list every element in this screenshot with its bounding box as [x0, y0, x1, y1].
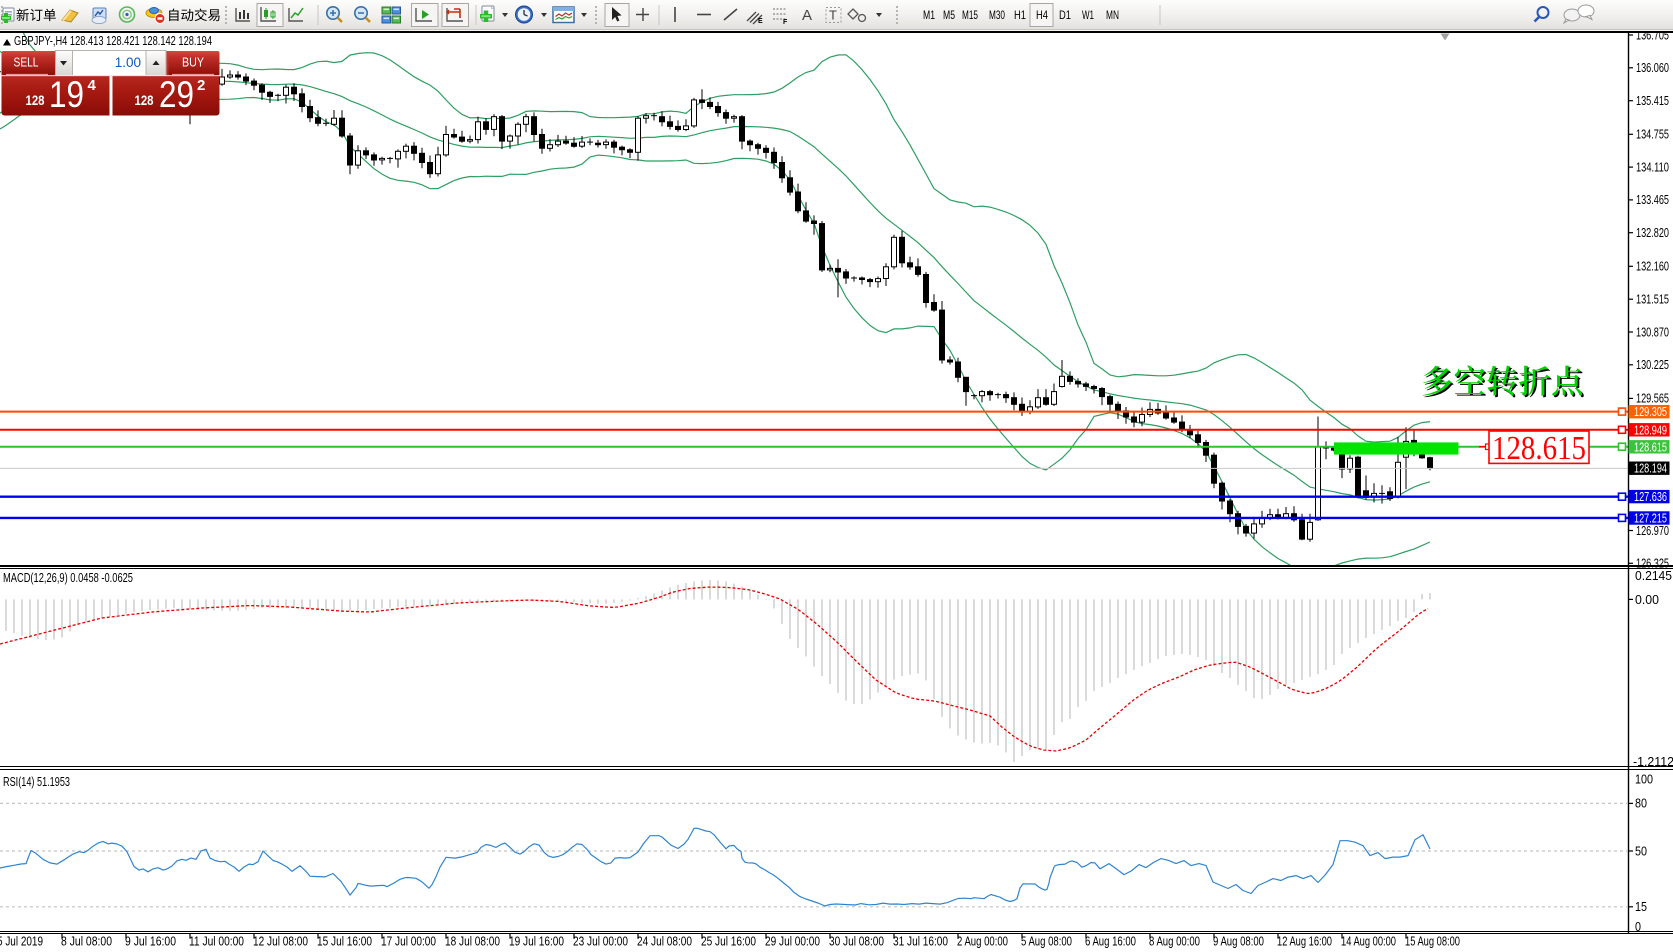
svg-text:W1: W1: [1082, 8, 1094, 22]
svg-text:4: 4: [88, 77, 97, 94]
svg-text:A: A: [802, 7, 812, 24]
svg-text:GBPJPY-,H4 128.413 128.421 12: GBPJPY-,H4 128.413 128.421 128.142 128.1…: [14, 34, 212, 48]
svg-text:2 Aug 00:00: 2 Aug 00:00: [957, 935, 1008, 949]
svg-text:0: 0: [1635, 920, 1641, 934]
svg-text:BUY: BUY: [182, 55, 204, 70]
svg-text:12 Jul 08:00: 12 Jul 08:00: [253, 935, 308, 949]
svg-text:8 Aug 00:00: 8 Aug 00:00: [1149, 935, 1200, 949]
svg-text:29: 29: [159, 74, 194, 115]
svg-text:17 Jul 00:00: 17 Jul 00:00: [381, 935, 436, 949]
svg-text:RSI(14) 51.1953: RSI(14) 51.1953: [3, 775, 70, 789]
svg-text:80: 80: [1635, 797, 1647, 811]
svg-text:126.325: 126.325: [1636, 557, 1669, 571]
svg-text:129.565: 129.565: [1636, 392, 1669, 406]
svg-text:129.305: 129.305: [1634, 405, 1667, 419]
svg-text:128: 128: [135, 93, 154, 108]
svg-text:23 Jul 00:00: 23 Jul 00:00: [573, 935, 628, 949]
svg-text:128: 128: [26, 93, 45, 108]
svg-text:128.615: 128.615: [1634, 440, 1667, 454]
svg-text:E: E: [758, 18, 763, 25]
svg-text:134.755: 134.755: [1636, 128, 1669, 142]
svg-text:132.820: 132.820: [1636, 226, 1669, 240]
svg-text:F: F: [783, 19, 788, 26]
svg-text:128.949: 128.949: [1634, 423, 1667, 437]
svg-text:15 Jul 16:00: 15 Jul 16:00: [317, 935, 372, 949]
svg-text:0.00: 0.00: [1635, 593, 1659, 607]
svg-text:D1: D1: [1059, 8, 1071, 22]
svg-text:9 Aug 08:00: 9 Aug 08:00: [1213, 935, 1264, 949]
svg-text:25 Jul 16:00: 25 Jul 16:00: [701, 935, 756, 949]
svg-text:2: 2: [197, 77, 205, 94]
svg-text:131.515: 131.515: [1636, 293, 1669, 307]
svg-text:12 Aug 16:00: 12 Aug 16:00: [1277, 935, 1332, 949]
svg-text:127.215: 127.215: [1634, 512, 1667, 526]
svg-text:MACD(12,26,9) 0.0458 -0.0625: MACD(12,26,9) 0.0458 -0.0625: [3, 571, 133, 585]
svg-text:136.705: 136.705: [1636, 28, 1669, 42]
svg-text:T: T: [829, 8, 837, 23]
svg-text:-1.2112: -1.2112: [1633, 755, 1673, 769]
svg-text:1.00: 1.00: [115, 55, 141, 70]
svg-text:M30: M30: [989, 8, 1005, 22]
svg-text:130.225: 130.225: [1636, 358, 1669, 372]
svg-text:50: 50: [1635, 844, 1647, 858]
svg-text:15 Aug 08:00: 15 Aug 08:00: [1405, 935, 1460, 949]
svg-text:31 Jul 16:00: 31 Jul 16:00: [893, 935, 948, 949]
svg-text:133.465: 133.465: [1636, 193, 1669, 207]
svg-text:18 Jul 08:00: 18 Jul 08:00: [445, 935, 500, 949]
svg-text:135.415: 135.415: [1636, 94, 1669, 108]
svg-text:0.2145: 0.2145: [1635, 569, 1672, 583]
svg-text:29 Jul 00:00: 29 Jul 00:00: [765, 935, 820, 949]
svg-text:127.636: 127.636: [1634, 490, 1667, 504]
svg-text:SELL: SELL: [14, 55, 39, 70]
svg-text:136.060: 136.060: [1636, 61, 1669, 75]
svg-text:100: 100: [1635, 772, 1653, 786]
svg-text:15: 15: [1635, 900, 1647, 914]
svg-text:14 Aug 00:00: 14 Aug 00:00: [1341, 935, 1396, 949]
svg-text:M15: M15: [962, 8, 978, 22]
svg-text:128.194: 128.194: [1634, 462, 1667, 476]
svg-text:30 Jul 08:00: 30 Jul 08:00: [829, 935, 884, 949]
svg-text:H1: H1: [1014, 8, 1026, 22]
svg-text:M1: M1: [923, 8, 935, 22]
svg-text:5 Aug 08:00: 5 Aug 08:00: [1021, 935, 1072, 949]
svg-text:M5: M5: [943, 8, 955, 22]
svg-text:9 Jul 16:00: 9 Jul 16:00: [125, 935, 176, 949]
svg-text:8 Jul 08:00: 8 Jul 08:00: [61, 935, 112, 949]
svg-text:126.970: 126.970: [1636, 524, 1669, 538]
svg-text:19 Jul 16:00: 19 Jul 16:00: [509, 935, 564, 949]
svg-text:H4: H4: [1036, 8, 1048, 22]
svg-text:MN: MN: [1106, 8, 1119, 22]
svg-text:132.160: 132.160: [1636, 260, 1669, 274]
svg-text:6 Aug 16:00: 6 Aug 16:00: [1085, 935, 1136, 949]
svg-text:24 Jul 08:00: 24 Jul 08:00: [637, 935, 692, 949]
svg-text:5 Jul 2019: 5 Jul 2019: [0, 935, 43, 949]
svg-text:134.110: 134.110: [1636, 160, 1669, 174]
svg-text:11 Jul 00:00: 11 Jul 00:00: [189, 935, 244, 949]
svg-text:128.615: 128.615: [1492, 430, 1586, 467]
svg-text:130.870: 130.870: [1636, 325, 1669, 339]
svg-text:19: 19: [49, 74, 84, 115]
